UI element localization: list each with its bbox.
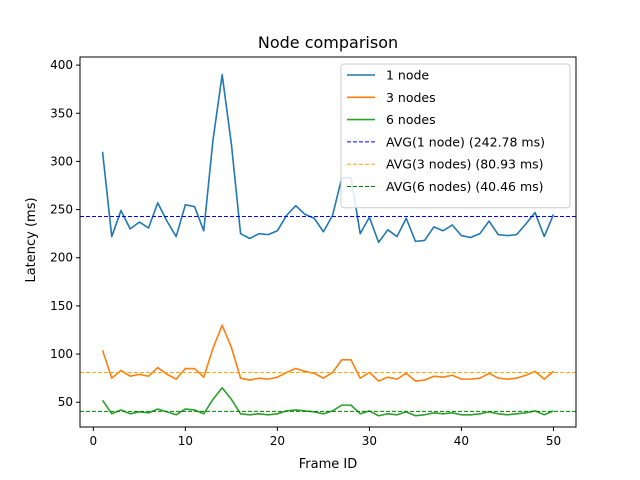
x-axis-label: Frame ID — [299, 457, 357, 472]
plot-area — [80, 73, 576, 417]
y-tick-label: 250 — [50, 203, 73, 217]
legend-label: AVG(3 nodes) (80.93 ms) — [386, 157, 544, 172]
y-tick-label: 400 — [50, 58, 73, 72]
axes-frame — [79, 56, 577, 428]
series-line-6-nodes — [101, 386, 554, 417]
legend-label: 1 node — [386, 68, 429, 83]
legend-label: 6 nodes — [386, 112, 436, 127]
y-tick-label: 300 — [50, 154, 73, 168]
x-tick-label: 20 — [270, 434, 285, 448]
x-tick-label: 10 — [178, 434, 193, 448]
y-tick-label: 150 — [50, 299, 73, 313]
series-line-1-node — [101, 73, 555, 244]
y-tick-label: 100 — [50, 347, 73, 361]
legend: 1 node 3 nodes 6 nodes AVG(1 node) (242.78 … — [340, 63, 571, 209]
series-line-3-nodes — [101, 324, 554, 382]
x-tick-label: 0 — [90, 434, 98, 448]
y-tick-label: 200 — [50, 251, 73, 265]
y-axis-label: Latency (ms) — [24, 197, 39, 282]
y-tick-label: 350 — [50, 106, 73, 120]
x-tick-label: 40 — [454, 434, 469, 448]
x-tick-label: 30 — [362, 434, 377, 448]
y-tick-label: 50 — [58, 395, 73, 409]
x-tick-label: 50 — [546, 434, 561, 448]
legend-label: AVG(1 node) (242.78 ms) — [386, 134, 545, 149]
chart-title: Node comparison — [258, 33, 398, 52]
legend-label: 3 nodes — [386, 90, 436, 105]
axes: 0 10 20 30 40 50 50 100 150 200 250 300 350 400 — [50, 56, 577, 448]
legend-label: AVG(6 nodes) (40.46 ms) — [386, 179, 544, 194]
legend-box — [340, 63, 571, 209]
series-group — [80, 73, 576, 417]
